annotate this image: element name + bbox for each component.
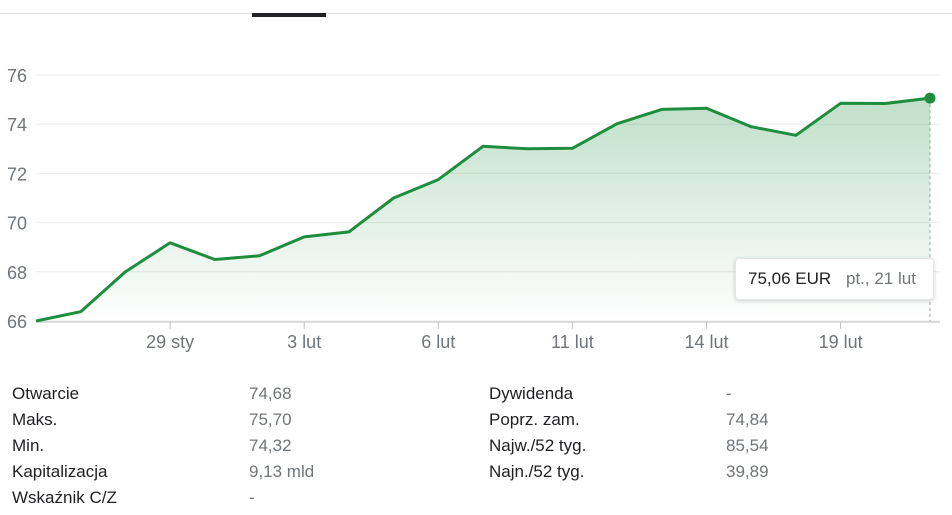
stat-value: 9,13 mld bbox=[249, 462, 315, 481]
y-tick-label: 74 bbox=[7, 115, 27, 135]
stat-label: Poprz. zam. bbox=[489, 410, 580, 429]
last-price-dot bbox=[924, 92, 936, 104]
price-tooltip: 75,06 EUR pt., 21 lut bbox=[735, 258, 934, 300]
stat-value: - bbox=[726, 384, 732, 403]
stat-value: 74,84 bbox=[726, 410, 769, 429]
x-tick-label: 19 lut bbox=[819, 332, 863, 352]
x-tick-label: 14 lut bbox=[684, 332, 728, 352]
y-tick-label: 76 bbox=[7, 66, 27, 86]
x-tick-label: 29 sty bbox=[146, 332, 194, 352]
y-tick-label: 68 bbox=[7, 263, 27, 283]
top-divider bbox=[0, 13, 952, 14]
stat-value: 85,54 bbox=[726, 436, 769, 455]
stat-label: Najn./52 tyg. bbox=[489, 462, 585, 481]
stat-value: 39,89 bbox=[726, 462, 769, 481]
stat-label: Kapitalizacja bbox=[12, 462, 108, 481]
stat-label: Wskaźnik C/Z bbox=[12, 488, 117, 507]
price-line bbox=[35, 96, 931, 323]
y-tick-label: 66 bbox=[7, 312, 27, 332]
price-chart[interactable]: 66 68 70 72 74 76 29 sty 3 lut 6 lut 11 lut 14 lut… bbox=[0, 0, 952, 370]
tooltip-date: pt., 21 lut bbox=[846, 269, 916, 288]
stat-value: 74,32 bbox=[249, 436, 292, 455]
stat-label: Otwarcie bbox=[12, 384, 80, 403]
price-area bbox=[36, 98, 930, 321]
x-tick-label: 11 lut bbox=[551, 332, 594, 352]
stat-value: 74,68 bbox=[249, 384, 292, 403]
x-tick-label: 6 lut bbox=[421, 332, 455, 352]
y-tick-label: 70 bbox=[7, 214, 27, 234]
tooltip-price: 75,06 EUR bbox=[748, 269, 832, 288]
stat-label: Dywidenda bbox=[489, 384, 574, 403]
selected-range-tab-indicator[interactable] bbox=[252, 13, 326, 17]
y-tick-label: 72 bbox=[7, 164, 27, 184]
stat-value: 75,70 bbox=[249, 410, 292, 429]
x-tick-label: 3 lut bbox=[287, 332, 321, 352]
stat-value: - bbox=[249, 488, 255, 507]
stat-label: Min. bbox=[12, 436, 45, 455]
stat-label: Maks. bbox=[12, 410, 58, 429]
stat-label: Najw./52 tyg. bbox=[489, 436, 587, 455]
